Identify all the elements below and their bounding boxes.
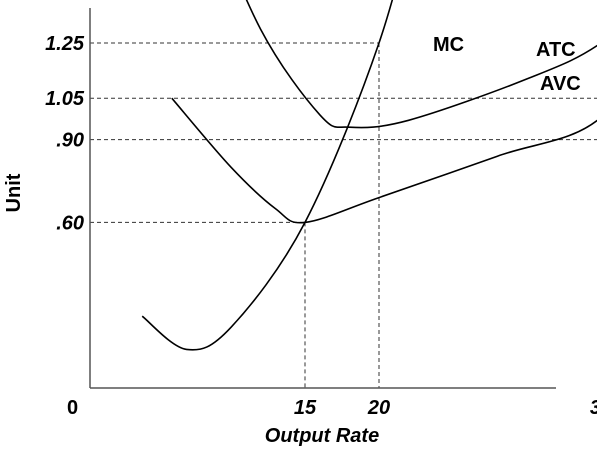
series-label-mc: MC	[433, 34, 464, 56]
origin-label: 0	[67, 397, 78, 419]
y-axis-title: Unit	[3, 173, 25, 212]
curve-atc	[245, 0, 597, 129]
curve-mc	[141, 0, 394, 351]
x-axis-title: Output Rate	[265, 425, 379, 447]
series-label-atc: ATC	[536, 39, 576, 61]
x-tick-label: 15	[294, 397, 317, 419]
y-tick-labels: 1.25 1.05 .90 .60	[45, 33, 85, 234]
y-tick-label: .60	[56, 212, 84, 234]
cost-curves	[141, 0, 597, 351]
dashed-guide-lines	[90, 42, 597, 388]
series-labels: MC ATC AVC	[433, 34, 581, 95]
y-tick-label: 1.25	[45, 33, 85, 55]
x-tick-label: 35	[590, 397, 597, 419]
x-tick-labels: 15 20 35	[294, 397, 597, 419]
curve-avc	[171, 97, 597, 224]
series-label-avc: AVC	[540, 73, 581, 95]
y-tick-label: .90	[56, 130, 84, 152]
y-tick-label: 1.05	[45, 88, 85, 110]
x-tick-label: 20	[367, 397, 390, 419]
